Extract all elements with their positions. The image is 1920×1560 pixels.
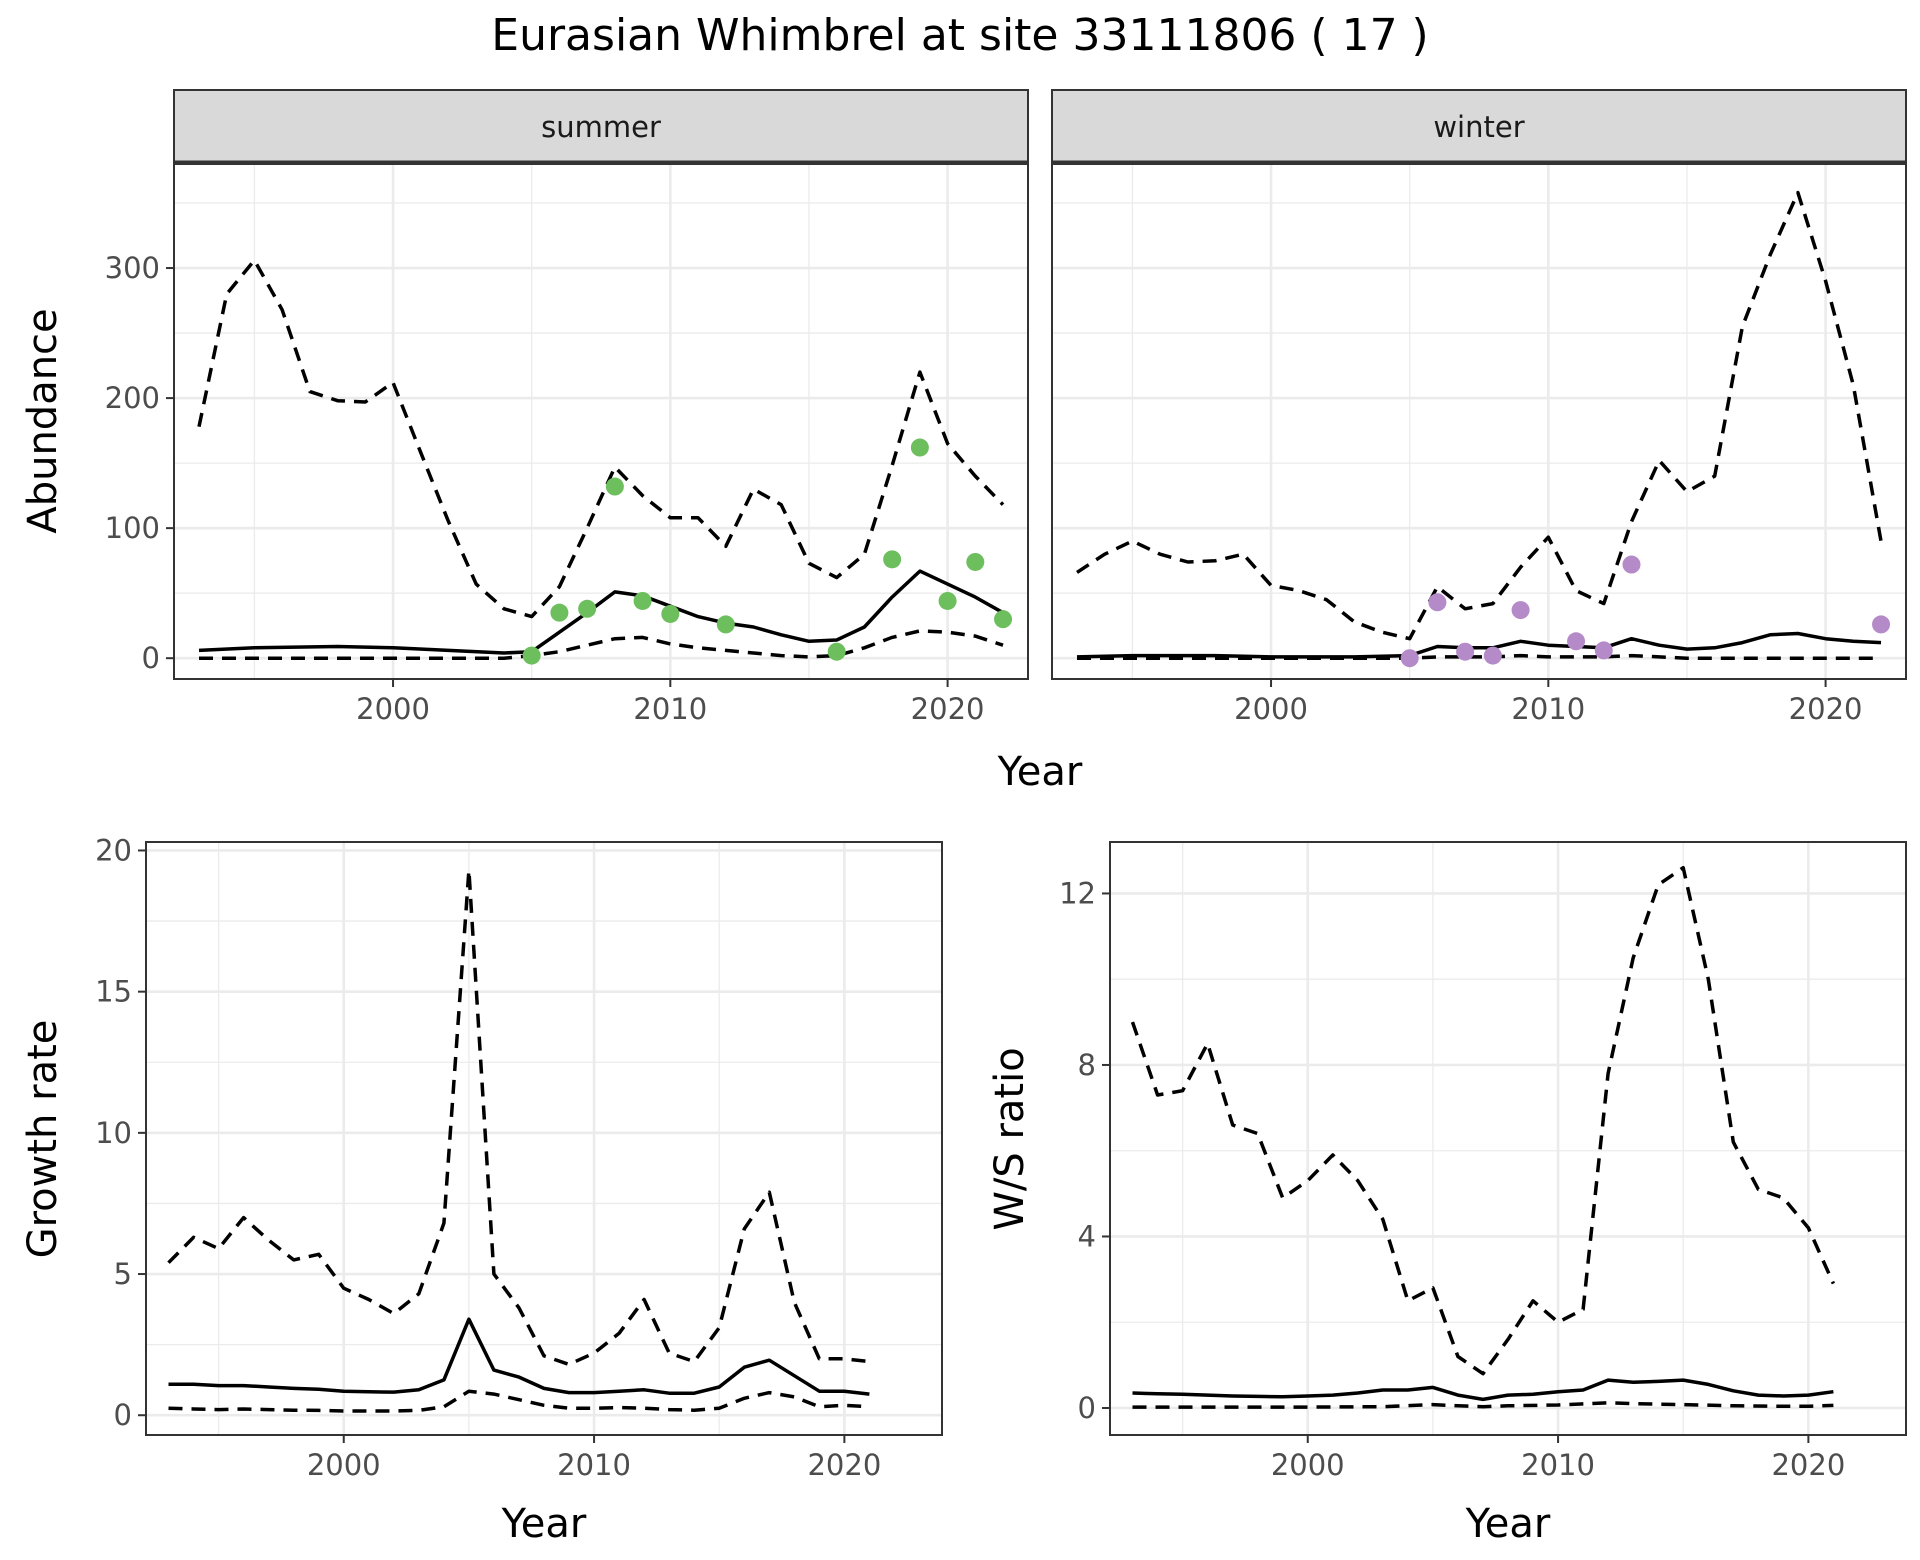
- upper-bound-line: [167, 868, 870, 1367]
- y-tick-label: 15: [95, 975, 132, 1009]
- x-tick-label: 2000: [1271, 1448, 1345, 1482]
- observed-point: [633, 591, 652, 610]
- y-axis-title: Abundance: [20, 308, 66, 533]
- observed-point: [1622, 555, 1641, 574]
- observed-point: [1456, 642, 1475, 661]
- y-tick-label: 0: [142, 641, 160, 675]
- x-tick-label: 2020: [911, 692, 985, 726]
- panel-border: [1051, 163, 1907, 680]
- lower-bound-line: [199, 629, 1004, 660]
- facet-strip-summer: [173, 89, 1029, 163]
- observed-point: [883, 550, 902, 569]
- x-axis-title: Year: [997, 749, 1083, 795]
- observed-point: [1428, 593, 1447, 612]
- observed-point: [661, 604, 680, 623]
- ws-ratio-panel: 2000 2010 2020 0 4 8 12: [1059, 841, 1907, 1482]
- facet-label-summer: summer: [541, 110, 661, 144]
- y-tick-label: 20: [95, 833, 132, 867]
- observed-point: [994, 610, 1013, 629]
- y-tick-label: 5: [114, 1257, 132, 1291]
- abundance-panel-summer: 2000 2010 2020 0 100 200 300: [105, 163, 1029, 726]
- observed-point: [1872, 615, 1891, 634]
- y-axis-title: W/S ratio: [987, 1047, 1033, 1230]
- panel-border: [173, 163, 1029, 680]
- observed-point: [550, 603, 569, 622]
- x-tick-label: 2020: [1789, 692, 1863, 726]
- observed-point: [938, 591, 957, 610]
- growth-rate-panel: 2000 2010 2020 0 5 10 15 20: [95, 833, 943, 1482]
- y-tick-label: 12: [1059, 876, 1096, 910]
- x-tick-label: 2000: [307, 1448, 381, 1482]
- x-tick-label: 2000: [356, 692, 430, 726]
- chart-title: Eurasian Whimbrel at site 33111806 ( 17 …: [491, 10, 1428, 61]
- facet-strip-winter: [1051, 89, 1907, 163]
- lower-bound-line: [1132, 1401, 1834, 1409]
- facet-label-winter: winter: [1433, 110, 1524, 144]
- upper-bound-line: [1130, 865, 1835, 1376]
- x-tick-label: 2010: [557, 1448, 631, 1482]
- abundance-panel-winter: 2000 2010 2020: [1051, 163, 1907, 726]
- y-tick-label: 200: [105, 381, 160, 415]
- x-tick-label: 2010: [1511, 692, 1585, 726]
- mean-line: [168, 1317, 870, 1396]
- upper-bound-line: [1076, 190, 1883, 641]
- y-tick-label: 300: [105, 251, 160, 285]
- y-tick-label: 100: [105, 511, 160, 545]
- x-tick-label: 2010: [1521, 1448, 1595, 1482]
- panel-border: [1109, 841, 1907, 1436]
- panel-border: [145, 841, 943, 1436]
- y-tick-label: 8: [1078, 1048, 1096, 1082]
- observed-point: [827, 642, 846, 661]
- observed-point: [1567, 632, 1586, 651]
- y-tick-label: 4: [1078, 1219, 1096, 1253]
- mean-line: [1076, 631, 1882, 659]
- x-tick-label: 2000: [1234, 692, 1308, 726]
- x-tick-label: 2020: [807, 1448, 881, 1482]
- x-tick-label: 2010: [633, 692, 707, 726]
- y-tick-label: 10: [95, 1116, 132, 1150]
- observed-point: [1594, 641, 1613, 660]
- mean-line: [198, 569, 1004, 655]
- lower-bound-line: [168, 1389, 870, 1413]
- observed-point: [1483, 646, 1502, 665]
- observed-point: [910, 438, 929, 457]
- observed-point: [1511, 601, 1530, 620]
- x-tick-label: 2020: [1771, 1448, 1845, 1482]
- upper-bound-line: [197, 258, 1005, 619]
- x-axis-title: Year: [1465, 1501, 1551, 1547]
- observed-point: [716, 615, 735, 634]
- observed-point: [966, 552, 985, 571]
- observed-point: [1400, 649, 1419, 668]
- y-axis-title: Growth rate: [20, 1020, 66, 1259]
- x-axis-title: Year: [501, 1501, 587, 1547]
- mean-line: [1132, 1378, 1834, 1402]
- y-tick-label: 0: [1078, 1391, 1096, 1425]
- y-tick-label: 0: [114, 1398, 132, 1432]
- observed-point: [605, 477, 624, 496]
- observed-point: [522, 646, 541, 665]
- observed-point: [578, 599, 597, 618]
